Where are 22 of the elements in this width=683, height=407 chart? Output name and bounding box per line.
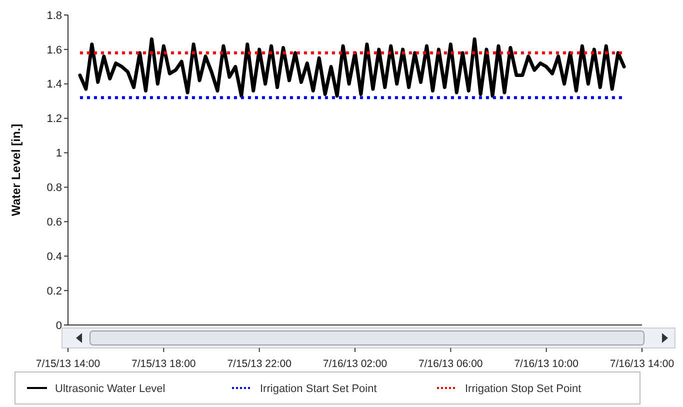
legend-label: Ultrasonic Water Level (55, 382, 166, 395)
y-tick-label: 0.8 (46, 182, 62, 194)
y-tick-label: 0.2 (46, 285, 62, 298)
y-tick-label: 1.4 (46, 78, 62, 91)
y-tick-label: 1.6 (46, 44, 62, 56)
x-tick-label: 7/16/13 10:00 (514, 358, 579, 370)
y-tick-label: 1.8 (46, 10, 62, 22)
x-tick-label: 7/15/13 22:00 (227, 358, 292, 370)
y-tick-label: 1 (56, 148, 62, 160)
y-tick-label: 0.6 (46, 216, 62, 229)
y-axis-title: Water Level [in.] (9, 124, 23, 216)
legend-label: Irrigation Start Set Point (260, 382, 377, 395)
y-tick-label: 1.2 (46, 113, 62, 126)
line-series (78, 37, 626, 98)
y-tick-label: 0.4 (46, 250, 62, 263)
x-tick-label: 7/16/13 06:00 (418, 358, 483, 370)
x-tick-label: 7/15/13 14:00 (36, 358, 100, 370)
x-tick-label: 7/15/13 18:00 (132, 358, 196, 370)
legend-label: Irrigation Stop Set Point (465, 382, 582, 395)
y-tick-label: 0 (56, 320, 62, 332)
x-tick-label: 7/16/13 14:00 (610, 358, 674, 370)
x-tick-label: 7/16/13 02:00 (322, 358, 388, 370)
